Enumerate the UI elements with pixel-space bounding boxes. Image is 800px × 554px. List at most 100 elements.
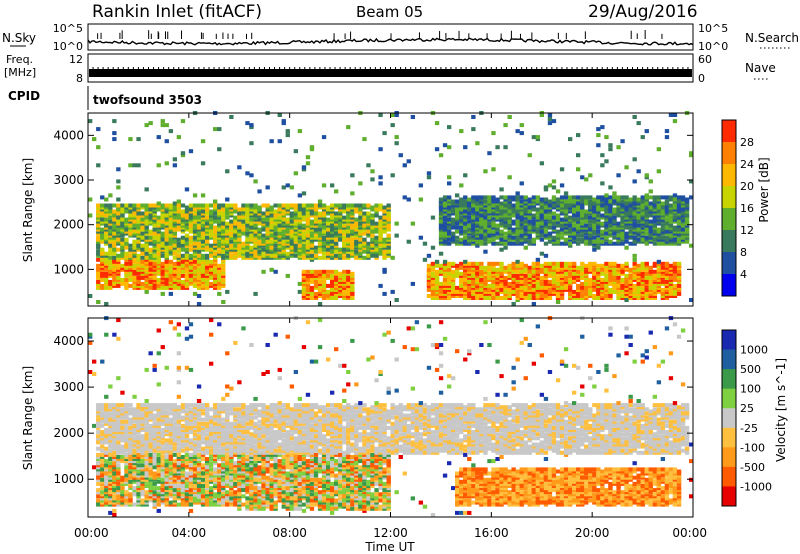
heatmap-cell — [600, 239, 605, 244]
heatmap-cell — [378, 113, 383, 117]
heatmap-cell — [229, 243, 234, 248]
heatmap-cell — [491, 273, 496, 278]
heatmap-cell — [305, 273, 311, 278]
heatmap-cell — [321, 279, 327, 284]
heatmap-cell — [483, 275, 488, 280]
heatmap-cell — [124, 277, 129, 282]
heatmap-cell — [467, 215, 472, 220]
heatmap-cell — [112, 475, 117, 480]
heatmap-cell — [217, 147, 222, 152]
heatmap-cell — [543, 241, 549, 246]
heatmap-cell — [249, 203, 254, 208]
heatmap-cell — [483, 249, 488, 254]
heatmap-cell — [92, 465, 97, 470]
heatmap-cell — [624, 205, 629, 210]
heatmap-cell — [382, 209, 387, 214]
heatmap-cell — [531, 283, 537, 288]
heatmap-cell — [136, 275, 141, 280]
heatmap-cell — [563, 215, 569, 220]
heatmap-cell — [430, 294, 436, 298]
heatmap-cell — [527, 209, 532, 214]
heatmap-cell — [112, 407, 117, 412]
heatmap-cell — [459, 294, 464, 298]
heatmap-cell — [680, 235, 686, 240]
nsky-trace — [87, 30, 694, 46]
heatmap-cell — [241, 227, 246, 232]
cpid-value: twofsound 3503 — [93, 93, 202, 107]
heatmap-cell — [334, 277, 339, 282]
heatmap-cell — [120, 432, 125, 437]
heatmap-cell — [588, 277, 593, 282]
heatmap-cell — [386, 233, 391, 238]
heatmap-cell — [104, 332, 109, 337]
heatmap-cell — [112, 486, 117, 491]
heatmap-cell — [354, 221, 359, 226]
heatmap-cell — [608, 294, 613, 298]
heatmap-cell — [128, 277, 133, 282]
heatmap-cell — [644, 129, 649, 134]
heatmap-cell — [519, 269, 524, 274]
heatmap-cell — [656, 147, 662, 152]
heatmap-cell — [188, 243, 194, 248]
heatmap-cell — [164, 273, 169, 278]
heatmap-cell — [112, 438, 117, 443]
heatmap-cell — [305, 241, 311, 246]
heatmap-cell — [535, 285, 541, 290]
heatmap-cell — [430, 271, 436, 276]
heatmap-cell — [273, 203, 278, 208]
heatmap-cell — [543, 205, 549, 210]
heatmap-cell — [455, 294, 460, 298]
heatmap-cell — [100, 413, 105, 418]
heatmap-cell — [233, 243, 238, 248]
heatmap-cell — [289, 185, 295, 190]
heatmap-cell — [499, 201, 504, 206]
heatmap-cell — [305, 161, 311, 166]
heatmap-cell — [350, 203, 355, 208]
heatmap-cell — [217, 277, 222, 282]
heatmap-cell — [184, 281, 190, 286]
heatmap-cell — [455, 215, 460, 220]
heatmap-cell — [317, 231, 323, 236]
heatmap-cell — [100, 473, 105, 478]
heatmap-cell — [547, 121, 553, 126]
heatmap-cell — [559, 197, 565, 202]
heatmap-cell — [555, 291, 561, 296]
heatmap-cell — [285, 227, 290, 232]
heatmap-cell — [124, 253, 129, 258]
heatmap-cell — [196, 273, 202, 278]
heatmap-cell — [104, 481, 109, 486]
heatmap-cell — [479, 195, 484, 200]
heatmap-cell — [576, 217, 581, 222]
heatmap-cell — [205, 269, 210, 274]
nsky-tick-bottom: 10^0 — [53, 40, 83, 53]
heatmap-cell — [672, 215, 678, 220]
heatmap-cell — [144, 289, 149, 294]
nsky-panel: N.Sky 10^5 10^0 10^5 10^0 N.Search — [2, 22, 799, 53]
heatmap-cell — [652, 269, 658, 274]
heatmap-cell — [321, 135, 327, 140]
heatmap-cell — [112, 508, 117, 513]
heatmap-cell — [584, 177, 589, 182]
heatmap-cell — [116, 413, 121, 418]
heatmap-cell — [672, 261, 678, 266]
heatmap-cell — [382, 237, 387, 242]
heatmap-cell — [140, 217, 145, 222]
heatmap-cell — [499, 187, 504, 192]
heatmap-cell — [116, 336, 121, 341]
heatmap-cell — [624, 298, 629, 302]
heatmap-cell — [604, 294, 609, 298]
heatmap-cell — [628, 225, 633, 230]
heatmap-cell — [321, 255, 327, 260]
heatmap-cell — [317, 199, 323, 204]
heatmap-cell — [507, 205, 512, 210]
heatmap-cell — [180, 269, 186, 274]
heatmap-cell — [483, 215, 488, 220]
heatmap-cell — [233, 253, 238, 258]
heatmap-cell — [620, 139, 625, 144]
heatmap-cell — [277, 235, 282, 240]
heatmap-cell — [495, 231, 500, 236]
heatmap-cell — [584, 263, 589, 268]
heatmap-cell — [656, 227, 662, 232]
heatmap-cell — [326, 205, 331, 210]
heatmap-cell — [273, 253, 278, 258]
